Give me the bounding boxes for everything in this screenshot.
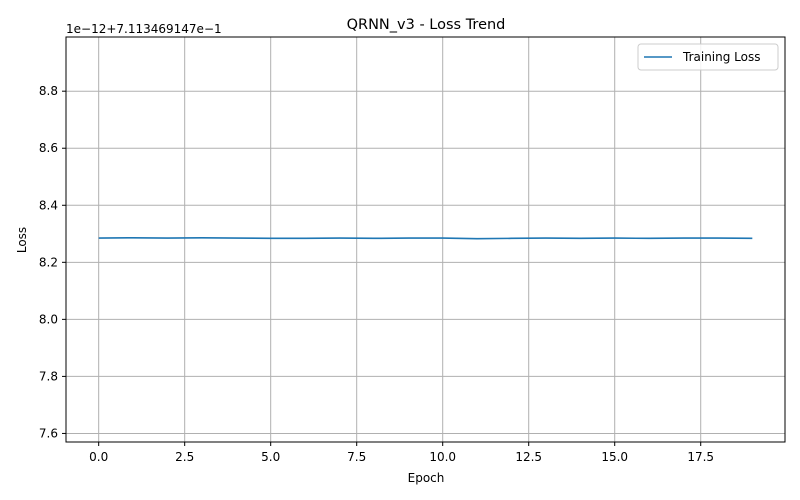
y-tick-label: 8.4 xyxy=(39,198,58,212)
axis-ticks: 0.0 2.5 5.0 7.5 10.0 12.5 15.0 17.5 7.6 7.8 8.0 8.2… xyxy=(39,84,714,464)
series-line-training-loss xyxy=(98,236,753,240)
y-offset-text: 1e−12+7.113469147e−1 xyxy=(66,22,222,36)
x-tick-label: 10.0 xyxy=(429,450,456,464)
chart-title: QRNN_v3 - Loss Trend xyxy=(347,17,506,33)
y-tick-label: 8.6 xyxy=(39,141,58,155)
x-tick-label: 17.5 xyxy=(687,450,714,464)
legend-label: Training Loss xyxy=(682,50,760,64)
grid-lines xyxy=(66,37,785,442)
y-tick-label: 8.8 xyxy=(39,84,58,98)
y-tick-label: 8.0 xyxy=(39,312,58,326)
series-layer xyxy=(98,236,753,240)
x-tick-label: 7.5 xyxy=(347,450,366,464)
plot-frame xyxy=(65,36,786,443)
x-tick-label: 15.0 xyxy=(601,450,628,464)
y-axis-label: Loss xyxy=(15,227,29,253)
y-tick-label: 7.8 xyxy=(39,369,58,383)
x-tick-label: 12.5 xyxy=(515,450,542,464)
x-tick-label: 0.0 xyxy=(89,450,108,464)
x-tick-label: 2.5 xyxy=(175,450,194,464)
legend: Training Loss xyxy=(637,43,779,71)
legend-box xyxy=(637,43,779,71)
x-tick-label: 5.0 xyxy=(261,450,280,464)
y-tick-label: 8.2 xyxy=(39,255,58,269)
x-axis-label: Epoch xyxy=(408,471,445,485)
y-tick-label: 7.6 xyxy=(39,426,58,440)
